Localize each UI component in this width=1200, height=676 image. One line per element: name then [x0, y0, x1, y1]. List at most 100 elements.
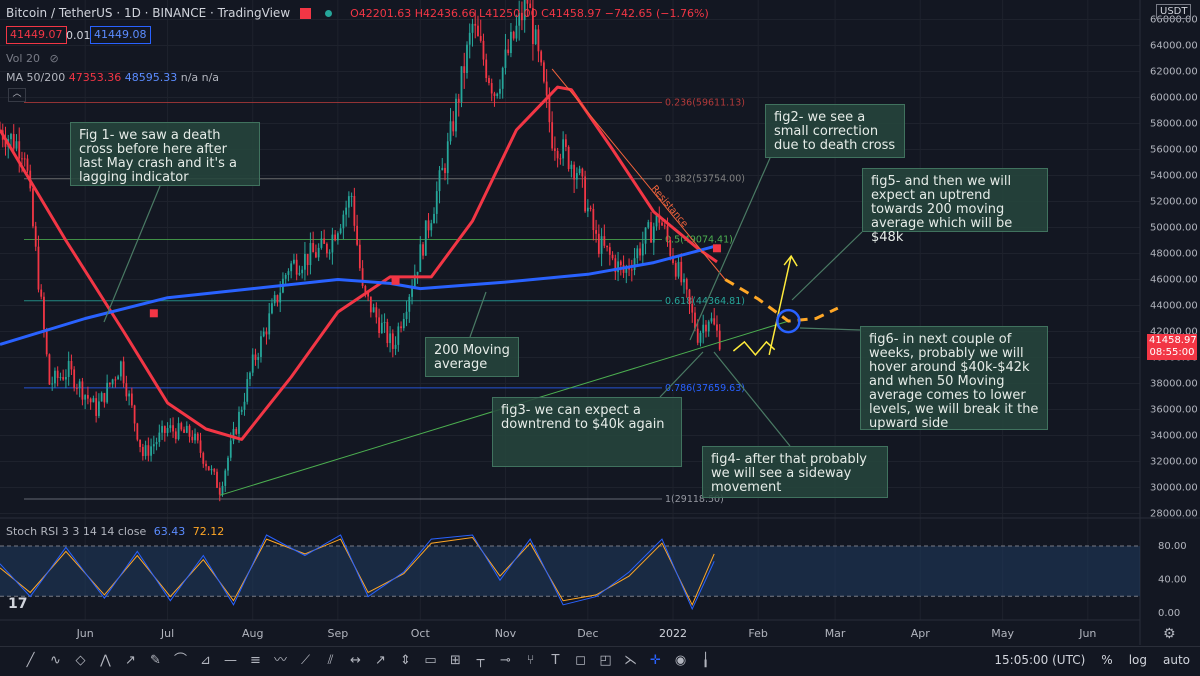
- curve-icon[interactable]: ∿: [50, 653, 61, 668]
- currency-badge[interactable]: USDT: [1156, 4, 1192, 19]
- horizontal-ray-icon[interactable]: ⊸: [500, 653, 511, 668]
- arrow-icon[interactable]: ↗: [375, 653, 386, 668]
- horizontal-line-icon[interactable]: —: [224, 653, 237, 668]
- candle-body: [144, 445, 147, 457]
- candle-body: [279, 292, 282, 303]
- flag-icon[interactable]: [300, 7, 312, 19]
- candle-body: [515, 25, 518, 39]
- callout-icon[interactable]: ◻: [575, 653, 586, 668]
- fib-icon[interactable]: ≡: [250, 653, 261, 668]
- rectangle-icon[interactable]: ▭: [424, 653, 437, 668]
- last-price-countdown: 08:55:00: [1149, 347, 1195, 358]
- ma200-value: 48595.33: [124, 71, 178, 84]
- candle-body: [400, 326, 402, 329]
- candle-body: [581, 168, 584, 177]
- text-icon[interactable]: T: [551, 653, 560, 668]
- symbol-title[interactable]: Bitcoin / TetherUS · 1D · BINANCE · Trad…: [6, 6, 291, 20]
- path-icon[interactable]: 〰: [273, 653, 287, 668]
- candle-body: [287, 271, 290, 275]
- candle-body: [532, 8, 534, 45]
- candle-body: [669, 239, 672, 256]
- eye-icon[interactable]: ◉: [674, 653, 687, 668]
- anchor-icon[interactable]: ⋋: [624, 653, 637, 668]
- chart-canvas[interactable]: 0.236(59611.13) 0.382(53754.00) 0.5(49074.…: [0, 0, 1200, 645]
- price-tick-label: 54000.00: [1150, 171, 1198, 182]
- candle-body: [424, 220, 427, 256]
- candle-body: [600, 236, 603, 254]
- time-tick-label: May: [991, 627, 1014, 640]
- auto-toggle[interactable]: auto: [1162, 653, 1190, 667]
- candle-body: [106, 382, 109, 403]
- candle-body: [320, 238, 323, 248]
- vertical-line-icon[interactable]: ┬: [476, 653, 485, 668]
- note-fig5[interactable]: fig5- and then we will expect an uptrend…: [862, 168, 1048, 245]
- crosshair-icon[interactable]: ✛: [650, 653, 661, 668]
- candle-body: [518, 12, 521, 26]
- trend-line-icon[interactable]: ╱: [26, 653, 35, 668]
- price-range-icon[interactable]: ⇕: [400, 653, 411, 668]
- candle-body: [205, 463, 207, 467]
- candle-body: [713, 318, 716, 325]
- spread-value: 0.01: [66, 29, 91, 42]
- candle-body: [694, 312, 696, 329]
- fib-level-label: 0.382(53754.00): [665, 174, 745, 185]
- note-fig4[interactable]: fig4- after that probably we will see a …: [702, 446, 888, 498]
- candle-body: [78, 381, 81, 388]
- candle-body: [317, 247, 320, 258]
- candle-body: [218, 487, 221, 495]
- clock-time[interactable]: 15:05:00 (UTC): [994, 653, 1086, 667]
- candle-body: [301, 269, 304, 274]
- pattern-icon[interactable]: ◇: [75, 653, 86, 668]
- date-range-icon[interactable]: ↔: [350, 653, 361, 668]
- candle-body: [361, 268, 364, 286]
- candle-body: [26, 158, 29, 171]
- brush-icon[interactable]: ✎: [150, 653, 161, 668]
- long-position-icon[interactable]: ╽: [701, 653, 710, 668]
- rsi-tick-label: 80.00: [1158, 541, 1187, 552]
- candle-body: [73, 369, 76, 388]
- candle-body: [716, 324, 718, 331]
- collapse-legend-icon[interactable]: ︿: [8, 88, 26, 102]
- candle-body: [435, 191, 438, 214]
- candle-body: [567, 146, 570, 169]
- polyline-icon[interactable]: ⟋: [300, 653, 311, 668]
- candle-body: [488, 78, 490, 84]
- candle-body: [545, 81, 548, 96]
- ma-na-values: n/a n/a: [180, 71, 220, 84]
- percent-toggle[interactable]: %: [1101, 653, 1113, 667]
- candle-body: [490, 83, 493, 94]
- stoch-rsi-label: Stoch RSI 3 3 14 14 close: [6, 525, 147, 538]
- eye-crossed-icon[interactable]: ⊘: [49, 52, 59, 65]
- forecast-icon[interactable]: ⊞: [450, 653, 461, 668]
- callout-pointer: [799, 327, 861, 331]
- candle-body: [367, 292, 369, 297]
- parallel-channel-icon[interactable]: ⫽: [327, 653, 334, 668]
- candle-body: [688, 289, 691, 304]
- ray-icon[interactable]: ↗: [125, 653, 136, 668]
- note-fig3[interactable]: fig3- we can expect a downtrend to $40k …: [492, 397, 682, 467]
- log-toggle[interactable]: log: [1128, 653, 1147, 667]
- candle-body: [312, 243, 315, 253]
- xabcd-icon[interactable]: ⋀: [100, 653, 111, 668]
- arc-icon[interactable]: ⌒: [173, 653, 187, 668]
- uptrend-arrow: [768, 255, 792, 356]
- note-fig2[interactable]: fig2- we see a small correction due to d…: [765, 104, 905, 158]
- measure-icon[interactable]: ⊿: [200, 653, 211, 668]
- sell-price-box[interactable]: 41449.07: [6, 26, 67, 44]
- price-tick-label: 34000.00: [1150, 431, 1198, 442]
- note-fig6[interactable]: fig6- in next couple of weeks, probably …: [860, 326, 1048, 431]
- candle-body: [383, 322, 386, 324]
- note-ma200[interactable]: 200 Moving average: [425, 337, 519, 377]
- fib-level-label: 0.236(59611.13): [665, 98, 745, 109]
- candle-body: [639, 248, 641, 256]
- candle-body: [298, 273, 301, 275]
- pitchfork-icon[interactable]: ⑂: [526, 653, 535, 668]
- gear-icon[interactable]: ⚙: [1163, 626, 1176, 642]
- buy-price-box[interactable]: 41449.08: [90, 26, 151, 44]
- candle-body: [221, 485, 224, 495]
- note-icon[interactable]: ◰: [599, 653, 612, 668]
- candle-body: [76, 387, 78, 389]
- candle-body: [452, 121, 455, 132]
- time-tick-label: Apr: [911, 627, 931, 640]
- note-fig1[interactable]: Fig 1- we saw a death cross before here …: [70, 122, 260, 186]
